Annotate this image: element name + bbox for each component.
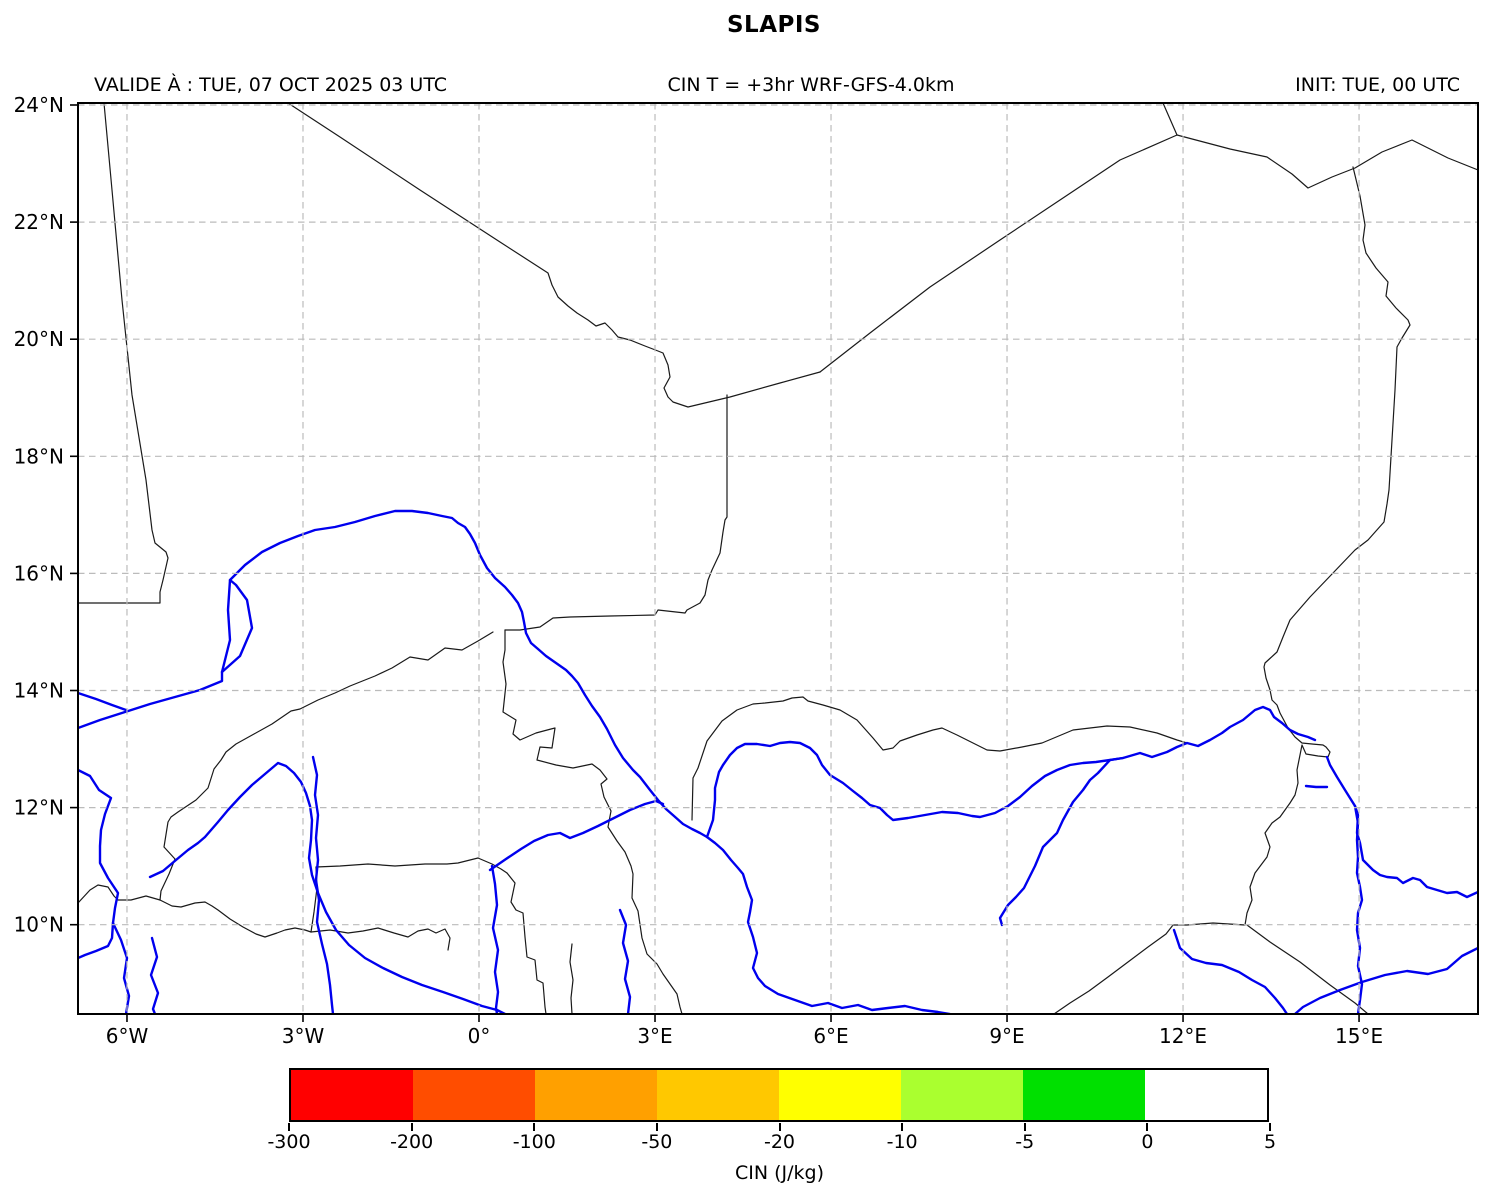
colorbar-tick-label: -100 xyxy=(512,1131,556,1153)
y-tick-label: 12°N xyxy=(14,796,64,820)
y-tick-label: 10°N xyxy=(14,913,64,937)
colorbar-segment xyxy=(657,1070,779,1120)
x-tick-label: 6°E xyxy=(813,1024,848,1048)
colorbar-segment xyxy=(779,1070,901,1120)
country-border-line xyxy=(78,103,169,604)
country-border-line xyxy=(1246,924,1369,1014)
colorbar-segment xyxy=(291,1070,413,1120)
valid-time-label: VALIDE À : TUE, 07 OCT 2025 03 UTC xyxy=(94,74,448,96)
colorbar-tick xyxy=(533,1123,536,1131)
river-line xyxy=(148,761,507,1014)
river-line xyxy=(1325,755,1478,899)
country-border-line xyxy=(1053,166,1411,1014)
colorbar-tick-label: -200 xyxy=(390,1131,434,1153)
colorbar-tick-label: 5 xyxy=(1263,1131,1277,1153)
river-line xyxy=(111,921,131,1014)
country-border-line xyxy=(159,631,494,901)
colorbar-tick xyxy=(410,1123,413,1131)
colorbar-tick xyxy=(778,1123,781,1131)
country-border-line xyxy=(506,872,547,1014)
x-tick-label: 12°E xyxy=(1159,1024,1207,1048)
y-tick-label: 18°N xyxy=(14,444,64,468)
country-border-line xyxy=(1176,134,1478,189)
country-border-line xyxy=(502,629,683,1014)
country-border-line xyxy=(159,866,318,938)
colorbar-tick xyxy=(288,1123,290,1131)
river-line xyxy=(490,864,500,1014)
country-border-line xyxy=(504,394,728,631)
river-line xyxy=(311,755,335,1014)
country-border-line xyxy=(819,134,1178,373)
country-border-line xyxy=(315,857,508,874)
river-line xyxy=(220,578,254,674)
y-tick-label: 24°N xyxy=(14,93,64,117)
colorbar-segment xyxy=(535,1070,657,1120)
river-line xyxy=(78,768,120,960)
country-border-line xyxy=(1162,103,1178,136)
river-line xyxy=(149,936,160,1014)
country-border-line xyxy=(691,696,1188,821)
river-line xyxy=(78,691,128,712)
country-border-line xyxy=(287,103,821,408)
colorbar-segment xyxy=(413,1070,535,1120)
country-border-line xyxy=(310,927,451,951)
colorbar-tick xyxy=(1023,1123,1026,1131)
river-line xyxy=(705,740,1125,839)
colorbar-tick-label: 0 xyxy=(1141,1131,1154,1153)
page-title: SLAPIS xyxy=(726,12,821,38)
x-tick-label: 3°W xyxy=(282,1024,325,1048)
colorbar-tick-label: -300 xyxy=(267,1131,311,1153)
x-tick-label: 0° xyxy=(468,1024,491,1048)
x-tick-label: 3°E xyxy=(637,1024,672,1048)
colorbar-segment xyxy=(901,1070,1023,1120)
colorbar-tick-label: -50 xyxy=(641,1131,673,1153)
colorbar xyxy=(289,1068,1269,1122)
colorbar-label: CIN (J/kg) xyxy=(734,1162,825,1184)
colorbar-tick-label: -20 xyxy=(763,1131,796,1153)
river-line xyxy=(998,705,1317,927)
colorbar-segment xyxy=(1023,1070,1145,1120)
river-line xyxy=(1304,784,1329,789)
colorbar-tick-label: -10 xyxy=(886,1131,918,1153)
colorbar-tick-label: -5 xyxy=(1015,1131,1035,1153)
y-tick-label: 14°N xyxy=(14,679,64,703)
x-tick-label: 6°W xyxy=(106,1024,149,1048)
country-border-line xyxy=(569,943,574,1014)
river-line xyxy=(1293,946,1478,1014)
x-tick-label: 9°E xyxy=(989,1024,1024,1048)
x-tick-label: 15°E xyxy=(1335,1024,1383,1048)
colorbar-segment xyxy=(1145,1070,1267,1120)
colorbar-tick xyxy=(1269,1123,1271,1131)
river-line xyxy=(488,799,665,872)
y-tick-label: 16°N xyxy=(14,561,64,585)
y-tick-label: 22°N xyxy=(14,210,64,234)
colorbar-tick xyxy=(655,1123,658,1131)
country-border-line xyxy=(78,884,161,904)
river-line xyxy=(618,908,632,1014)
river-line xyxy=(1172,928,1289,1014)
model-run-label: CIN T = +3hr WRF-GFS-4.0km xyxy=(667,74,955,96)
river-line xyxy=(78,509,952,1014)
init-time-label: INIT: TUE, 00 UTC xyxy=(1295,74,1460,96)
y-tick-label: 20°N xyxy=(14,327,64,351)
colorbar-tick xyxy=(1146,1123,1149,1131)
colorbar-tick xyxy=(901,1123,904,1131)
